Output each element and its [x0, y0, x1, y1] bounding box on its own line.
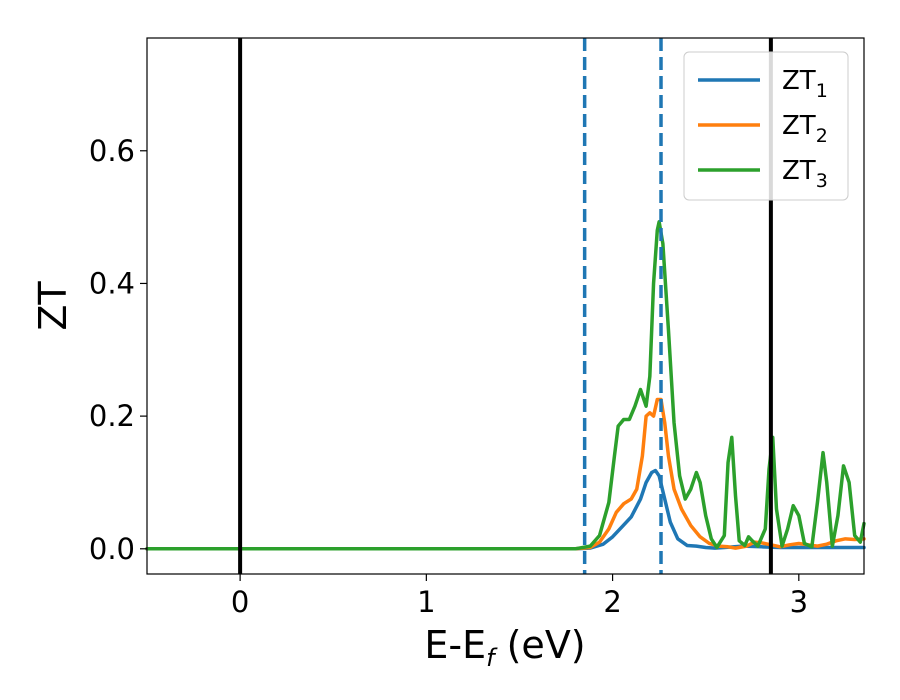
y-tick-label: 0.6	[89, 134, 135, 168]
legend-box	[683, 51, 849, 201]
legend-label-zt1: ZT1	[782, 66, 828, 102]
y-tick-label: 0.4	[89, 266, 135, 300]
y-tick-label: 0.2	[89, 399, 135, 433]
plot-frame	[146, 37, 865, 575]
legend-label-zt3: ZT3	[782, 156, 828, 192]
series-layer	[145, 220, 866, 551]
y-tick-label: 0.0	[89, 532, 135, 566]
x-tick-label: 3	[790, 585, 808, 619]
series-line-zt2	[145, 397, 866, 551]
series-line-zt1	[145, 468, 866, 551]
legend-label-zt2: ZT2	[782, 111, 828, 147]
x-axis-label-main: E-E	[424, 623, 486, 667]
legend: ZT1 ZT2 ZT3	[683, 51, 849, 201]
axis-ticks: 0 1 2 3 0.0 0.2 0.4 0.6	[89, 134, 808, 619]
series-line-zt3	[145, 220, 866, 551]
x-axis-label: E-Ef (eV)	[424, 623, 585, 672]
x-tick-label: 2	[603, 585, 621, 619]
y-axis-label: ZT	[31, 281, 75, 331]
x-axis-label-unit: (eV)	[495, 623, 586, 667]
x-tick-label: 0	[231, 585, 249, 619]
x-tick-label: 1	[417, 585, 435, 619]
